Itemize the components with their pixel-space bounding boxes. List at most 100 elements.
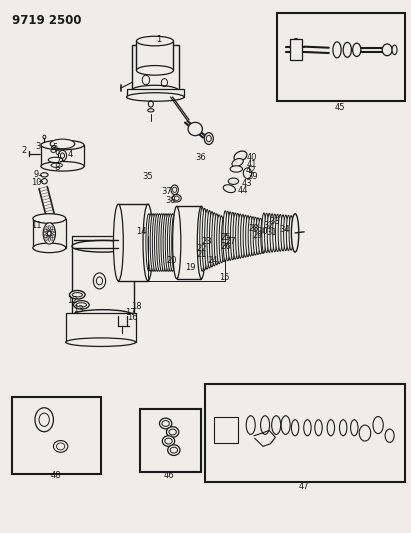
Ellipse shape — [170, 447, 178, 453]
Ellipse shape — [57, 443, 65, 450]
Ellipse shape — [161, 214, 167, 271]
Ellipse shape — [272, 416, 281, 434]
Ellipse shape — [392, 45, 397, 55]
Text: 1: 1 — [156, 36, 161, 44]
Text: 22: 22 — [196, 244, 207, 253]
Ellipse shape — [152, 214, 158, 271]
Ellipse shape — [35, 408, 53, 432]
Ellipse shape — [165, 438, 172, 444]
Text: 44: 44 — [238, 187, 249, 195]
Ellipse shape — [214, 214, 219, 265]
Text: 37: 37 — [161, 188, 172, 196]
Ellipse shape — [42, 179, 47, 184]
Ellipse shape — [275, 214, 279, 252]
Ellipse shape — [157, 214, 162, 271]
Ellipse shape — [382, 44, 392, 55]
Text: 35: 35 — [143, 173, 153, 181]
Ellipse shape — [41, 140, 84, 150]
Ellipse shape — [148, 214, 154, 271]
Ellipse shape — [212, 213, 217, 266]
Text: 8: 8 — [55, 164, 60, 172]
Ellipse shape — [243, 168, 252, 179]
Ellipse shape — [217, 215, 222, 264]
Ellipse shape — [72, 240, 134, 252]
Text: 33: 33 — [269, 217, 280, 226]
Text: 11: 11 — [31, 222, 42, 230]
Ellipse shape — [132, 85, 178, 96]
Bar — [41, 145, 84, 166]
Ellipse shape — [291, 420, 299, 436]
Ellipse shape — [43, 223, 55, 244]
Ellipse shape — [222, 217, 226, 262]
Text: 14: 14 — [136, 227, 147, 236]
Ellipse shape — [267, 213, 271, 253]
Ellipse shape — [233, 213, 238, 259]
Ellipse shape — [168, 445, 180, 455]
Ellipse shape — [207, 211, 212, 268]
Ellipse shape — [202, 208, 207, 270]
Ellipse shape — [373, 417, 383, 434]
Ellipse shape — [159, 214, 164, 271]
Ellipse shape — [51, 163, 62, 167]
Ellipse shape — [236, 213, 240, 259]
Ellipse shape — [66, 338, 136, 346]
Ellipse shape — [200, 207, 205, 271]
Text: 36: 36 — [195, 154, 206, 162]
Text: 34: 34 — [279, 225, 290, 233]
Text: 48: 48 — [51, 471, 62, 480]
Text: 9: 9 — [34, 171, 39, 179]
Bar — [72, 246, 134, 316]
Ellipse shape — [261, 416, 270, 434]
Text: 7: 7 — [55, 157, 60, 166]
Ellipse shape — [343, 43, 351, 57]
Text: 19: 19 — [185, 263, 196, 272]
Bar — [118, 204, 148, 281]
Text: 9719 2500: 9719 2500 — [12, 14, 81, 27]
Ellipse shape — [240, 214, 245, 257]
Text: 12: 12 — [67, 296, 77, 305]
Bar — [127, 89, 184, 97]
Ellipse shape — [69, 290, 85, 299]
Text: 43: 43 — [242, 179, 253, 188]
Text: 10: 10 — [31, 178, 42, 187]
Ellipse shape — [258, 219, 263, 254]
Ellipse shape — [172, 195, 181, 202]
Text: 25: 25 — [220, 233, 231, 242]
Ellipse shape — [226, 211, 230, 261]
Ellipse shape — [281, 416, 290, 434]
Ellipse shape — [48, 157, 63, 163]
Bar — [205, 384, 405, 482]
Text: 47: 47 — [299, 482, 309, 490]
Ellipse shape — [232, 158, 243, 167]
Text: 16: 16 — [127, 313, 138, 322]
Bar — [140, 409, 201, 472]
Text: 13: 13 — [73, 305, 83, 313]
Ellipse shape — [234, 151, 247, 161]
Bar — [66, 313, 136, 342]
Ellipse shape — [155, 214, 160, 271]
Ellipse shape — [150, 214, 156, 271]
Ellipse shape — [53, 440, 68, 452]
Ellipse shape — [229, 178, 238, 184]
Text: 46: 46 — [164, 471, 175, 480]
Bar — [290, 39, 302, 60]
Ellipse shape — [333, 42, 341, 58]
Ellipse shape — [243, 215, 248, 257]
Ellipse shape — [204, 133, 213, 144]
Text: 27: 27 — [226, 238, 236, 246]
Text: 31: 31 — [266, 228, 277, 237]
Ellipse shape — [253, 217, 258, 255]
Bar — [136, 41, 173, 70]
Text: 32: 32 — [263, 222, 274, 230]
Ellipse shape — [143, 204, 153, 281]
Text: 23: 23 — [201, 238, 212, 246]
Ellipse shape — [172, 214, 178, 271]
Text: 45: 45 — [335, 103, 346, 112]
Ellipse shape — [162, 421, 169, 426]
Text: 4: 4 — [67, 150, 72, 159]
Ellipse shape — [219, 216, 224, 263]
Ellipse shape — [165, 214, 171, 271]
Ellipse shape — [385, 429, 394, 442]
Ellipse shape — [291, 38, 301, 60]
Ellipse shape — [339, 420, 347, 436]
